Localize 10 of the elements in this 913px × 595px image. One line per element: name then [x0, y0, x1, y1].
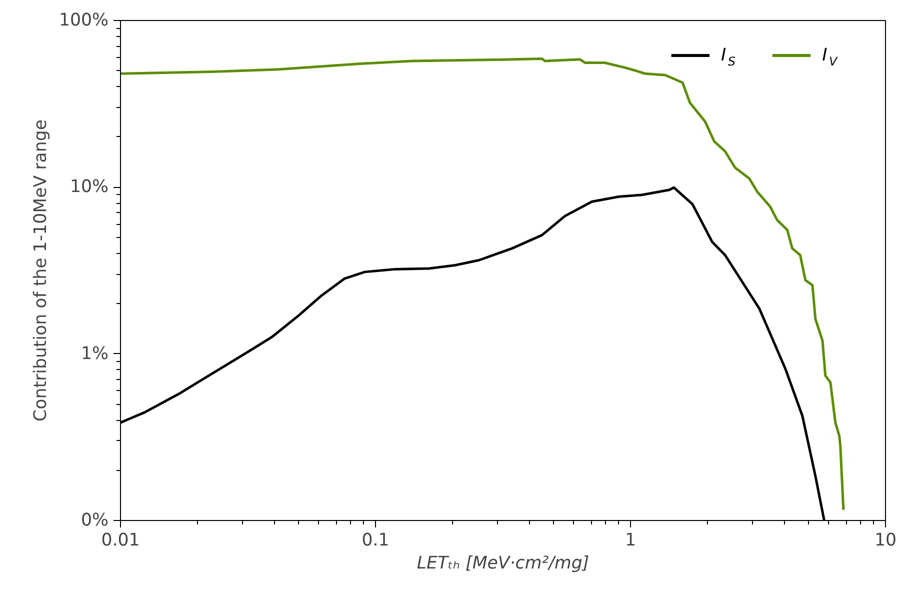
x-tick-label: 0.01 [101, 530, 140, 550]
x-axis-title: LETₜₕ [MeV·cm²/mg] [416, 554, 590, 574]
x-tick-label: 0.1 [362, 530, 390, 550]
y-axis-title: Contribution of the 1-10MeV range [30, 120, 51, 422]
x-tick-label: 1 [624, 530, 636, 550]
y-tick-label: 0% [81, 510, 109, 530]
y-tick-label: 1% [81, 344, 109, 364]
x-tick-label: 10 [874, 530, 897, 550]
y-tick-label: 100% [58, 10, 109, 30]
y-tick-label: 10% [70, 177, 108, 198]
